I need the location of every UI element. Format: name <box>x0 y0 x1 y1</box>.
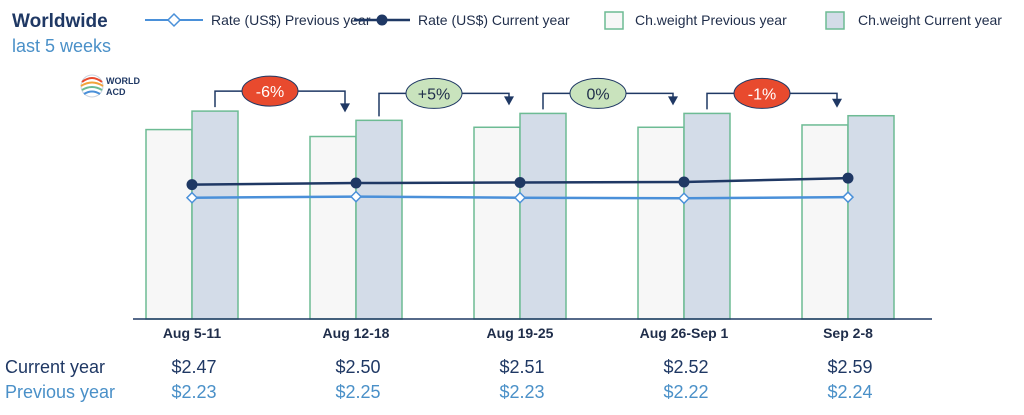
row-values: $2.47 $2.23 $2.50 $2.25 $2.51 $2.23 $2.52 $2.22… <box>171 357 872 402</box>
change-pill-2 <box>569 77 627 109</box>
row-value-current-4: $2.59 <box>827 357 872 377</box>
row-value-previous-4: $2.24 <box>827 382 872 402</box>
bar-weight-previous-4 <box>801 124 849 320</box>
point-rate-current-1 <box>350 177 362 189</box>
point-rate-previous-0 <box>185 191 199 204</box>
change-arrow-1 <box>504 96 514 106</box>
change-pill-0 <box>241 75 299 107</box>
bar-weight-current-3 <box>683 112 731 320</box>
logo-line-1: WORLD <box>106 76 140 86</box>
legend-item-weight-current: Ch.weight Current year <box>825 11 1002 30</box>
change-pill-1 <box>405 77 463 109</box>
x-tick-label-3: Aug 26-Sep 1 <box>640 325 729 341</box>
x-tick-label-0: Aug 5-11 <box>163 325 222 341</box>
bar-weight-previous-2 <box>473 126 521 320</box>
bar-weight-current-0 <box>191 110 239 320</box>
legend-item-rate-current: Rate (US$) Current year <box>354 12 570 28</box>
row-label-previous-year: Previous year <box>5 382 115 402</box>
x-tick-label-1: Aug 12-18 <box>323 325 390 341</box>
legend-label-rate-current: Rate (US$) Current year <box>418 12 570 28</box>
change-arrow-0 <box>340 103 350 113</box>
change-pill-label-2: 0% <box>586 86 609 103</box>
point-rate-current-4 <box>842 172 854 184</box>
category-labels: Aug 5-11 Aug 12-18 Aug 19-25 Aug 26-Sep 1 Se… <box>163 325 873 341</box>
legend-item-weight-previous: Ch.weight Previous year <box>604 11 787 30</box>
legend-label-weight-previous: Ch.weight Previous year <box>635 12 787 28</box>
row-value-previous-3: $2.22 <box>663 382 708 402</box>
point-rate-current-2 <box>514 176 526 188</box>
bar-weight-current-1 <box>355 119 403 320</box>
logo-line-2: ACD <box>106 87 126 97</box>
point-rate-current-0 <box>186 179 198 191</box>
change-pill-label-3: -1% <box>748 86 776 103</box>
pills-layer: -6% +5% 0% -1% <box>241 75 791 109</box>
world-acd-logo: WORLD ACD <box>80 74 140 98</box>
x-tick-label-2: Aug 19-25 <box>487 325 554 341</box>
bar-weight-previous-1 <box>309 135 357 320</box>
point-rate-current-3 <box>678 176 690 188</box>
bars-layer <box>145 110 895 320</box>
row-label-current-year: Current year <box>5 357 105 377</box>
change-pill-label-1: +5% <box>418 86 450 103</box>
row-value-current-3: $2.52 <box>663 357 708 377</box>
bar-weight-previous-0 <box>145 128 193 320</box>
chart-legend: Rate (US$) Previous year Rate (US$) Curr… <box>145 11 1002 30</box>
point-rate-previous-4 <box>841 191 855 204</box>
change-arrow-3 <box>832 98 842 108</box>
row-value-current-0: $2.47 <box>171 357 216 377</box>
legend-label-rate-previous: Rate (US$) Previous year <box>211 12 371 28</box>
chart-subtitle: last 5 weeks <box>12 36 111 56</box>
x-tick-label-4: Sep 2-8 <box>823 325 873 341</box>
legend-label-weight-current: Ch.weight Current year <box>858 12 1002 28</box>
row-value-current-1: $2.50 <box>335 357 380 377</box>
bar-weight-current-4 <box>847 114 895 320</box>
point-rate-previous-1 <box>349 190 363 203</box>
bar-weight-previous-3 <box>637 126 685 320</box>
row-value-current-2: $2.51 <box>499 357 544 377</box>
change-pill-3 <box>733 77 791 109</box>
row-value-previous-0: $2.23 <box>171 382 216 402</box>
point-rate-previous-2 <box>513 191 527 204</box>
row-value-previous-1: $2.25 <box>335 382 380 402</box>
chart-title: Worldwide <box>12 11 108 32</box>
change-pill-label-0: -6% <box>256 84 284 101</box>
point-rate-previous-3 <box>677 192 691 205</box>
row-value-previous-2: $2.23 <box>499 382 544 402</box>
bar-weight-current-2 <box>519 112 567 320</box>
lines-layer <box>185 172 855 205</box>
change-arrow-2 <box>668 96 678 106</box>
legend-item-rate-previous: Rate (US$) Previous year <box>145 12 371 28</box>
world-acd-globe-icon <box>80 74 104 98</box>
